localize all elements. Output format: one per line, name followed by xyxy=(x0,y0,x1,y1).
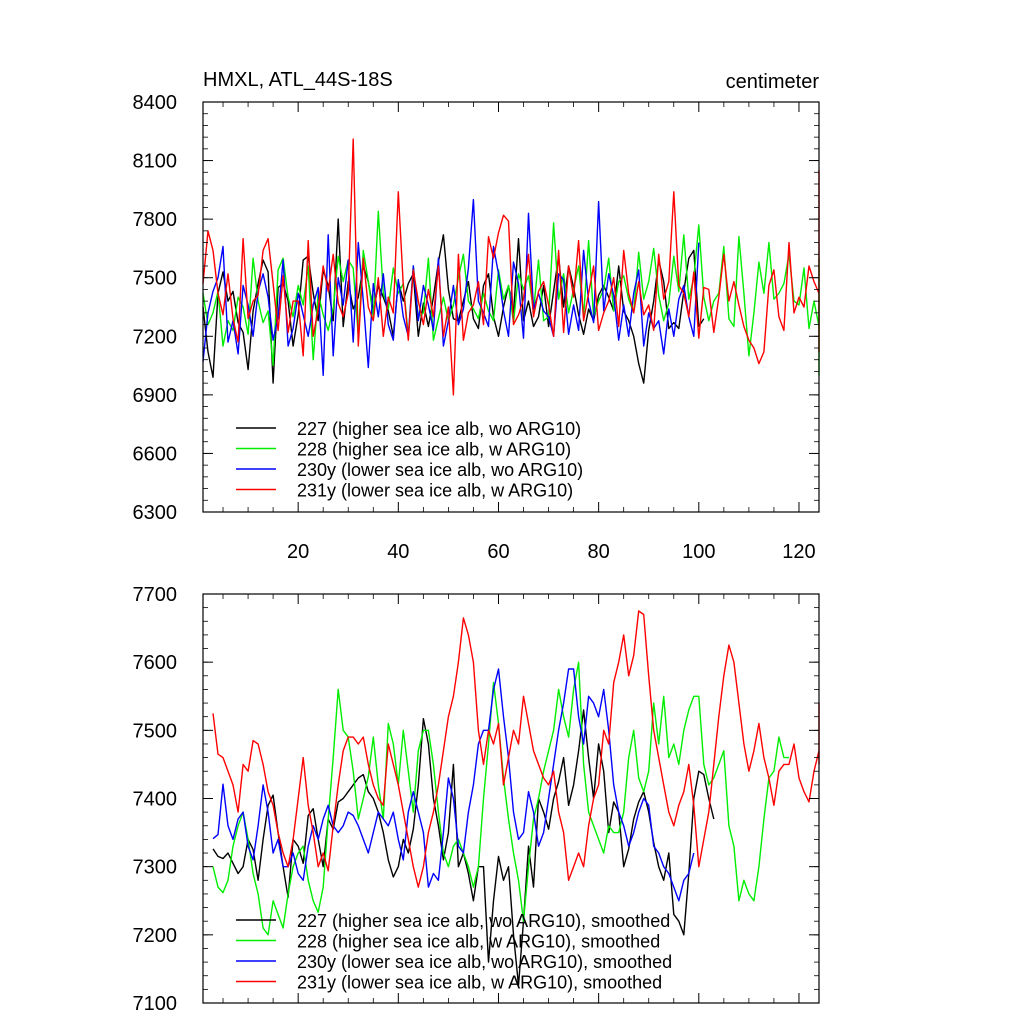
x-tick-label: 80 xyxy=(588,541,610,563)
series-line-2 xyxy=(202,210,820,376)
legend-label: 228 (higher sea ice alb, w ARG10) xyxy=(297,440,571,460)
y-tick-label: 7100 xyxy=(133,993,178,1015)
y-tick-label: 7800 xyxy=(133,209,178,231)
x-tick-label: 60 xyxy=(487,541,509,563)
y-tick-label: 8100 xyxy=(133,151,178,173)
x-tick-label: 100 xyxy=(682,541,715,563)
units-label: centimeter xyxy=(726,71,820,93)
series-line-4 xyxy=(202,138,820,396)
bottom-axis-ticks: 7100 7200 7300 7400 7500 7600 7700 xyxy=(133,584,819,1015)
x-tick-label: 120 xyxy=(782,541,815,563)
top-axis-ticks: 6300 6600 6900 7200 7500 7800 8100 8400 20 40 60 80… xyxy=(133,92,819,563)
legend-label: 231y (lower sea ice alb, w ARG10), smoot… xyxy=(297,973,662,993)
series-line-2 xyxy=(212,661,789,936)
y-tick-label: 6600 xyxy=(133,443,178,465)
x-tick-label: 40 xyxy=(387,541,409,563)
legend-label: 230y (lower sea ice alb, wo ARG10) xyxy=(297,460,583,480)
y-tick-label: 7700 xyxy=(133,584,178,606)
bottom-series-lines xyxy=(212,610,820,986)
y-tick-label: 7200 xyxy=(133,326,178,348)
series-line-1 xyxy=(202,218,705,384)
y-tick-label: 7200 xyxy=(133,925,178,947)
y-tick-label: 7500 xyxy=(133,268,178,290)
y-tick-label: 7400 xyxy=(133,789,178,811)
top-panel: HMXL, ATL_44S-18S centimeter 6300 6600 690… xyxy=(133,69,820,563)
legend-label: 228 (higher sea ice alb, w ARG10), smoot… xyxy=(297,932,660,952)
legend-label: 227 (higher sea ice alb, wo ARG10) xyxy=(297,419,581,439)
bottom-legend: 227 (higher sea ice alb, wo ARG10), smoo… xyxy=(236,911,672,993)
top-plot-frame xyxy=(202,101,820,513)
legend-label: 227 (higher sea ice alb, wo ARG10), smoo… xyxy=(297,911,670,931)
y-tick-label: 6900 xyxy=(133,385,178,407)
y-tick-label: 7600 xyxy=(133,652,178,674)
top-series-lines xyxy=(202,138,820,396)
legend-label: 231y (lower sea ice alb, w ARG10) xyxy=(297,481,573,501)
y-tick-label: 7300 xyxy=(133,857,178,879)
bottom-panel: 7100 7200 7300 7400 7500 7600 7700 227 (higher… xyxy=(133,584,820,1015)
y-tick-label: 7500 xyxy=(133,720,178,742)
series-line-4 xyxy=(212,610,820,888)
y-tick-label: 6300 xyxy=(133,502,178,524)
x-tick-label: 20 xyxy=(287,541,309,563)
chart-title: HMXL, ATL_44S-18S xyxy=(203,69,393,91)
series-line-3 xyxy=(212,668,695,902)
top-legend: 227 (higher sea ice alb, wo ARG10)228 (h… xyxy=(236,419,583,501)
y-tick-label: 8400 xyxy=(133,92,178,114)
legend-label: 230y (lower sea ice alb, wo ARG10), smoo… xyxy=(297,952,672,972)
